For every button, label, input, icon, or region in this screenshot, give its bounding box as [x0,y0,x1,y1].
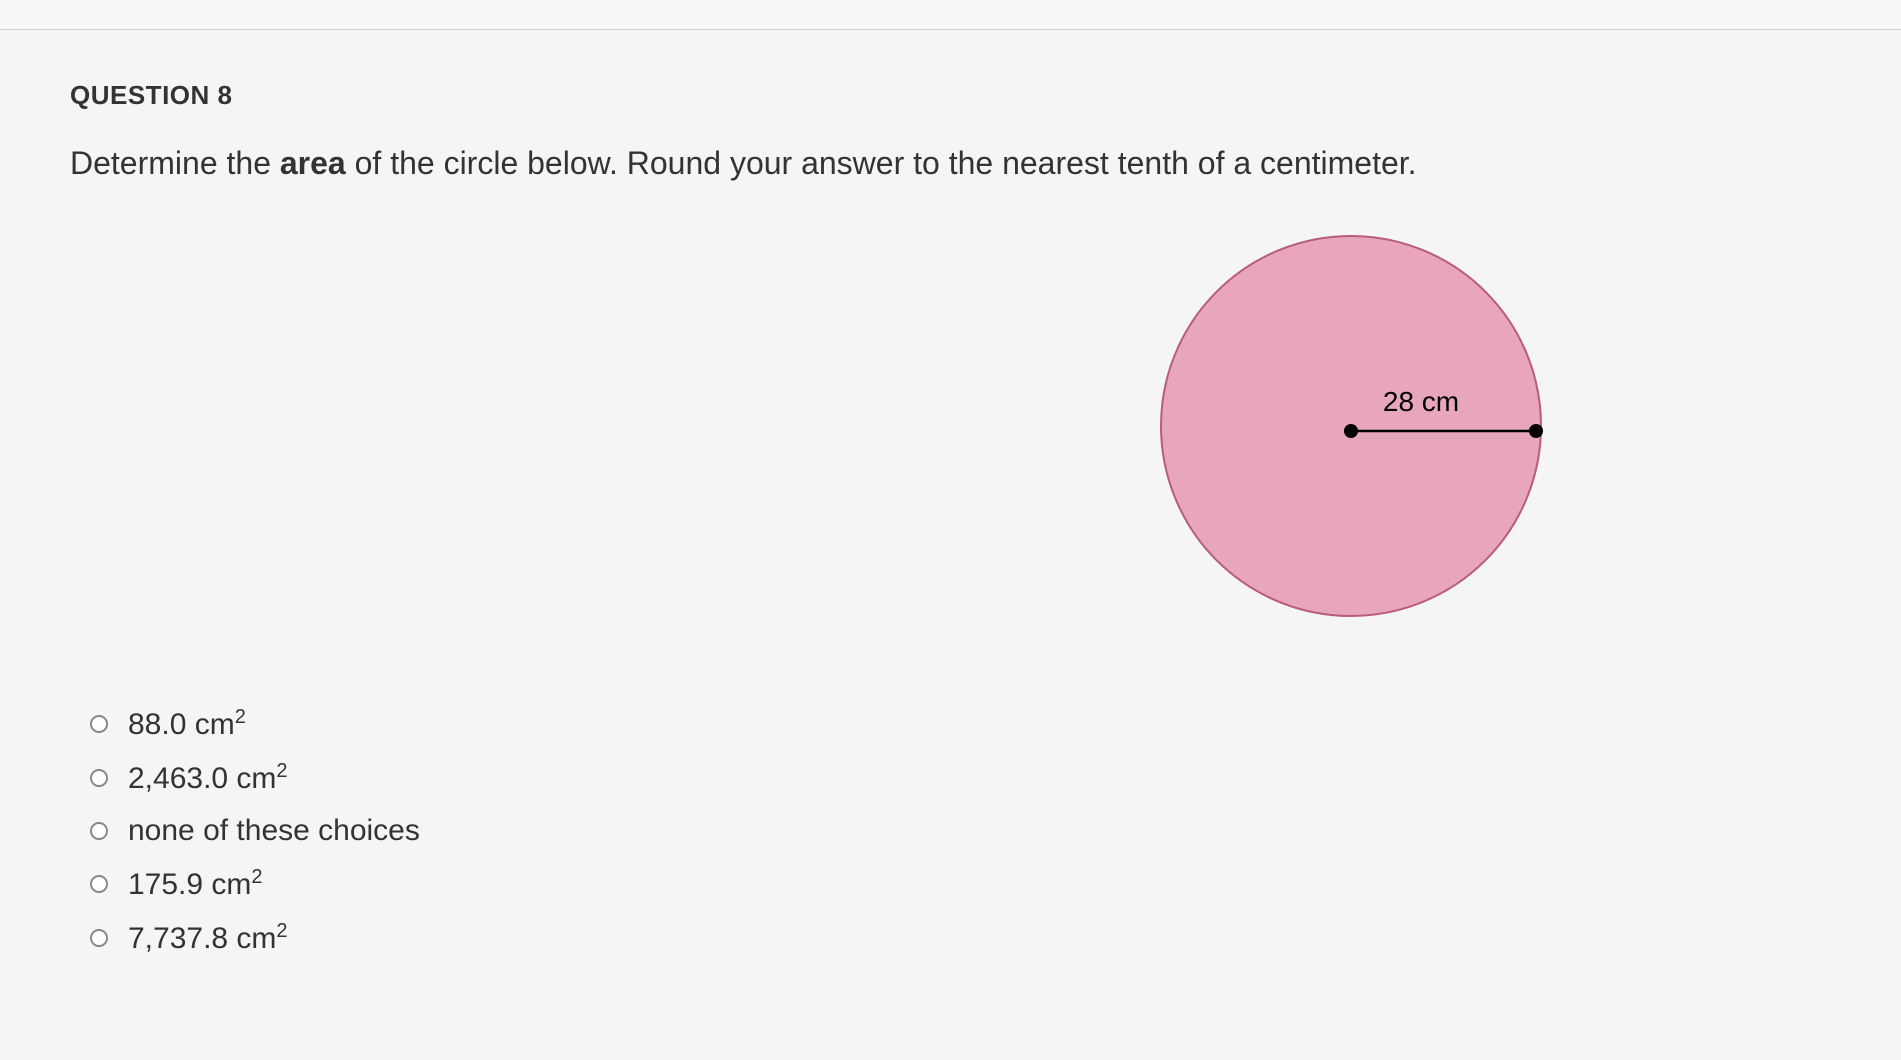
radio-icon[interactable] [90,769,108,787]
option-text: 175.9 cm2 [128,866,263,902]
radio-icon[interactable] [90,929,108,947]
option-text: 7,737.8 cm2 [128,920,288,956]
diagram-row: 28 cm [70,226,1831,626]
answer-options: 88.0 cm2 2,463.0 cm2 none of these choices… [70,706,1831,956]
question-content: QUESTION 8 Determine the area of the cir… [0,30,1901,1024]
answer-option[interactable]: none of these choices [90,814,1831,848]
prompt-post: of the circle below. Round your answer t… [346,145,1417,181]
radio-icon[interactable] [90,822,108,840]
prompt-pre: Determine the [70,145,280,181]
answer-option[interactable]: 88.0 cm2 [90,706,1831,742]
option-superscript: 2 [276,920,287,942]
answer-option[interactable]: 7,737.8 cm2 [90,920,1831,956]
center-dot [1344,424,1358,438]
question-label: QUESTION 8 [70,80,1831,111]
radio-icon[interactable] [90,875,108,893]
answer-option[interactable]: 2,463.0 cm2 [90,760,1831,796]
circle-svg: 28 cm [1151,226,1551,626]
top-divider [0,0,1901,30]
circle-diagram: 28 cm [1151,226,1551,626]
radius-label: 28 cm [1383,386,1459,417]
answer-option[interactable]: 175.9 cm2 [90,866,1831,902]
option-superscript: 2 [276,760,287,782]
option-text: 2,463.0 cm2 [128,760,288,796]
option-superscript: 2 [235,706,246,728]
option-superscript: 2 [251,866,262,888]
option-text: 88.0 cm2 [128,706,246,742]
edge-dot [1529,424,1543,438]
option-text: none of these choices [128,814,420,848]
radio-icon[interactable] [90,715,108,733]
question-prompt: Determine the area of the circle below. … [70,141,1831,186]
prompt-bold: area [280,145,346,181]
